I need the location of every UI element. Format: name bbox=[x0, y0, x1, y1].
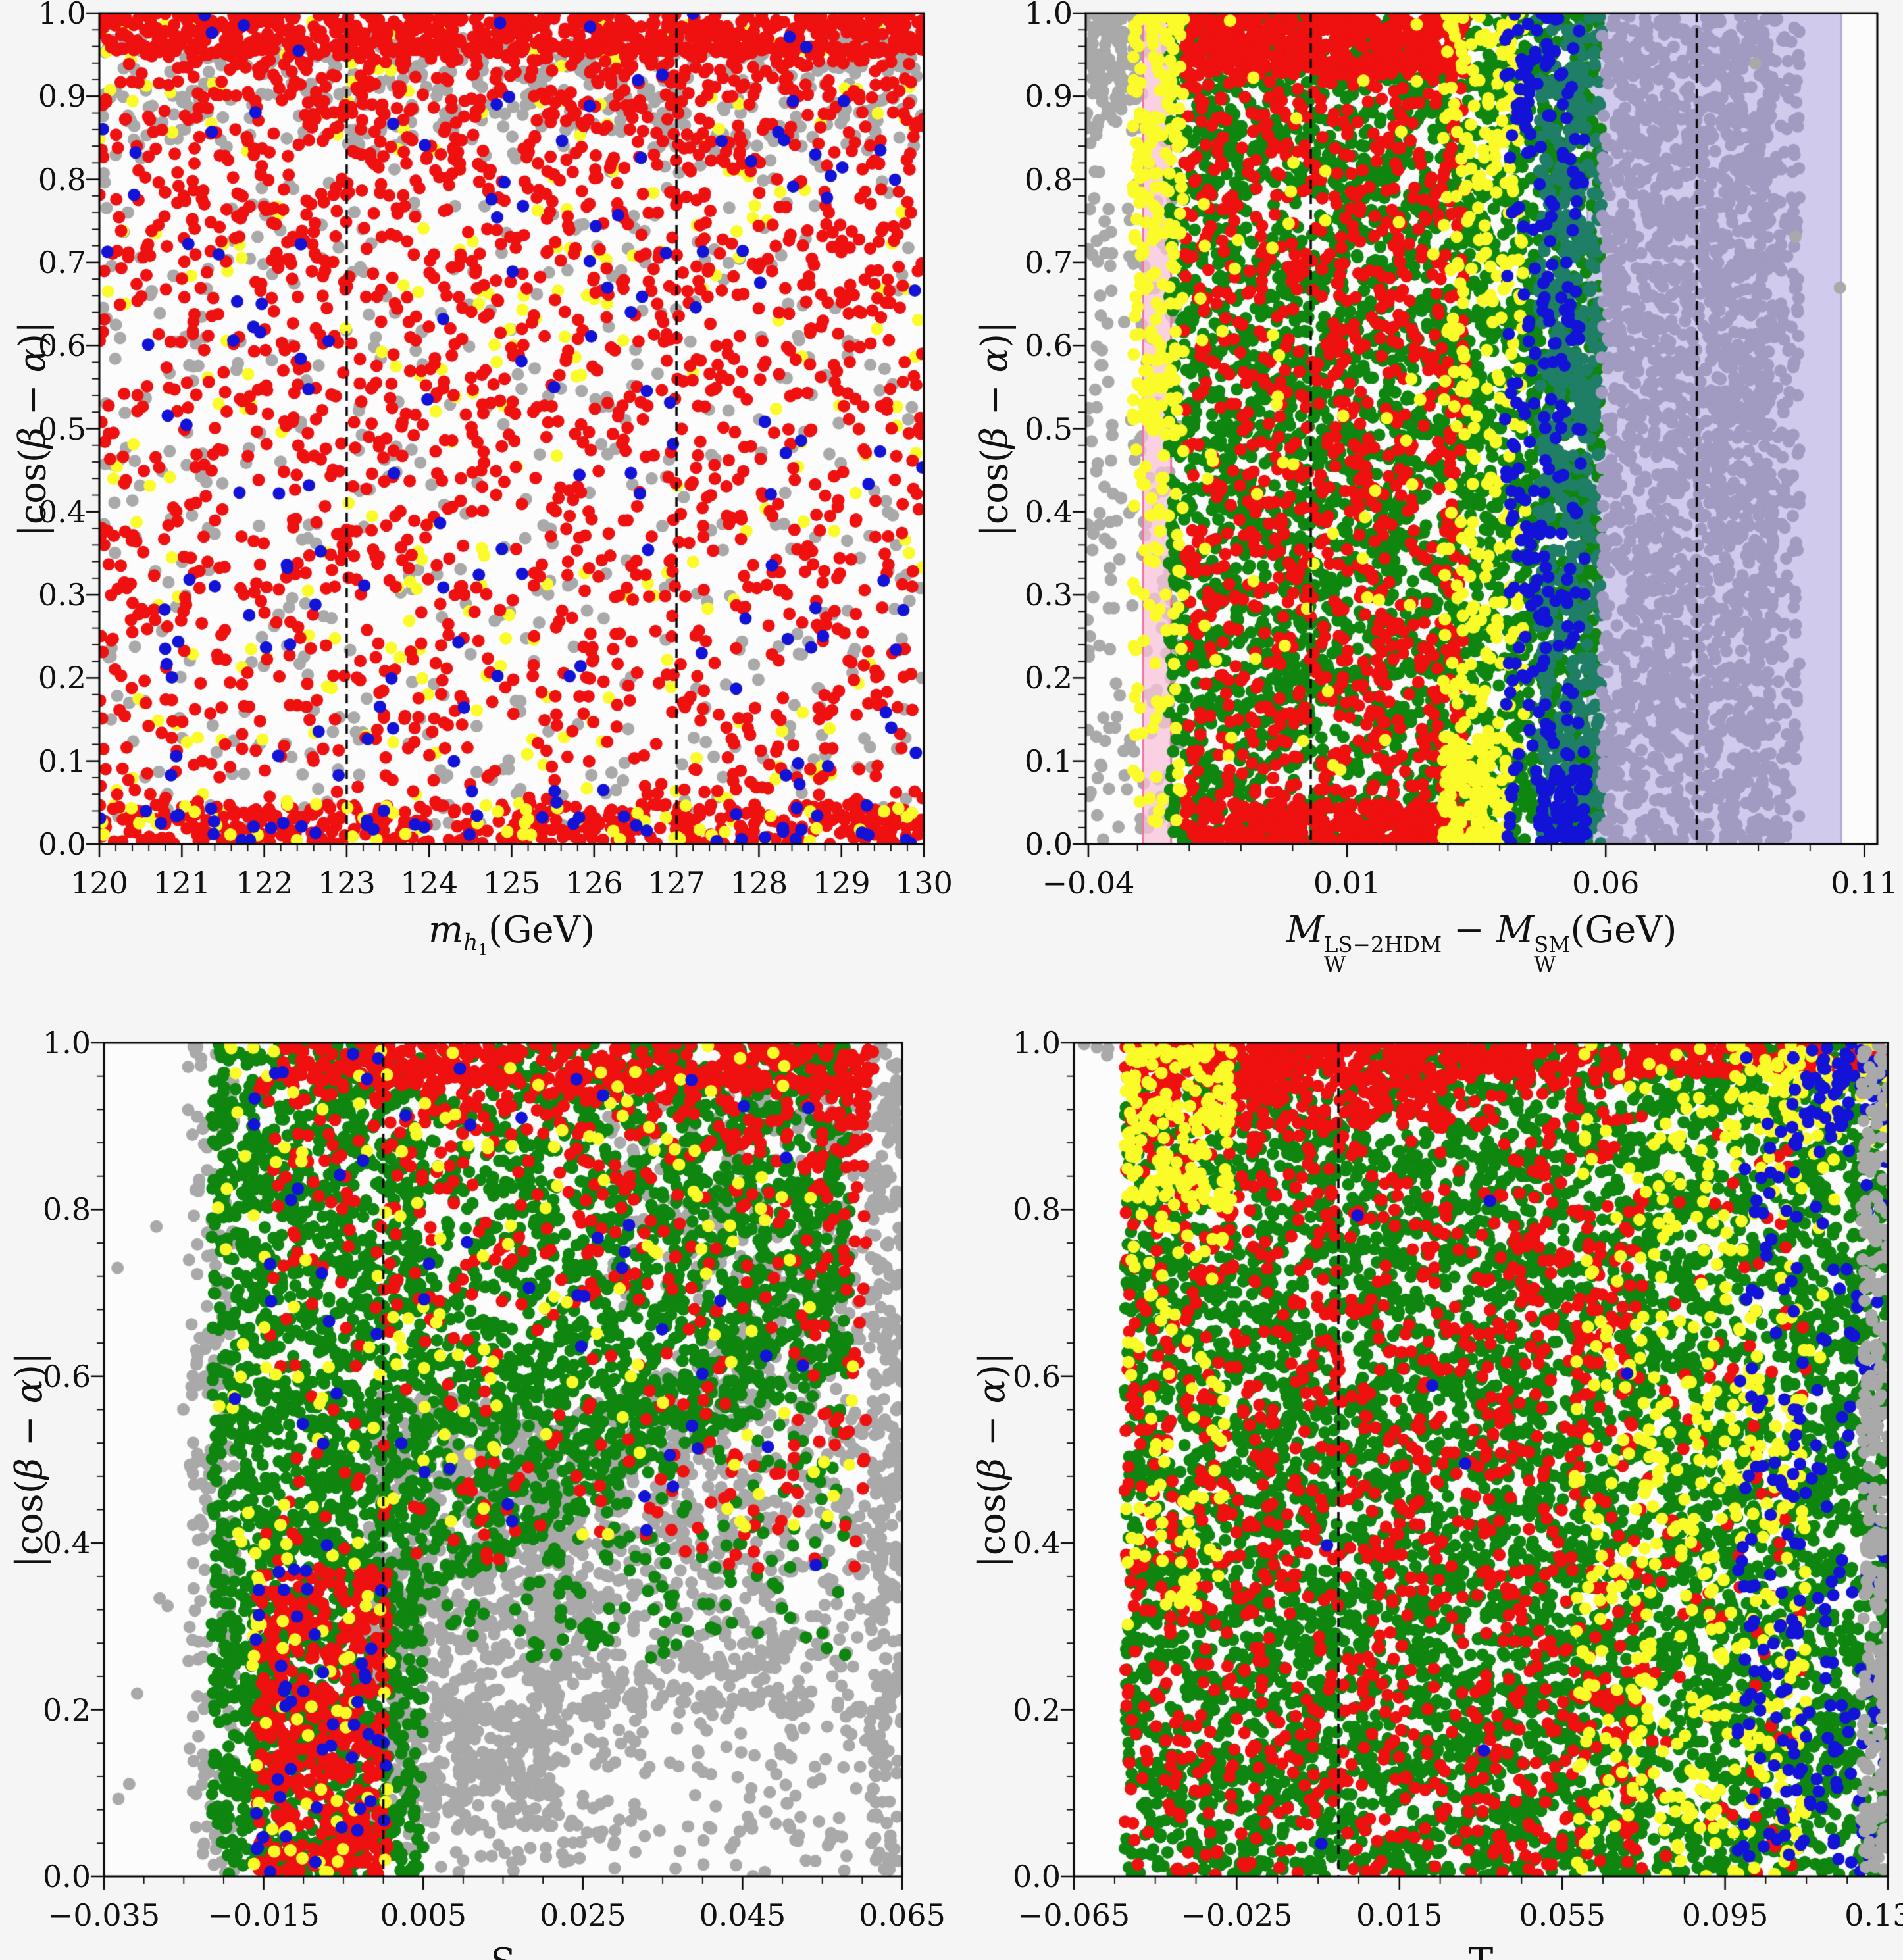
y-tick-label: 0.4 bbox=[38, 493, 86, 530]
x-tick-label: 120 bbox=[70, 865, 128, 901]
x-tick-label: 0.055 bbox=[1519, 1897, 1606, 1933]
y-tick-label: 0.6 bbox=[1024, 328, 1073, 364]
x-tick-label: 0.095 bbox=[1681, 1897, 1769, 1933]
x-tick-label: −0.025 bbox=[1180, 1897, 1293, 1933]
y-axis-label-mw: |cos(β − α)| bbox=[973, 320, 1017, 537]
y-tick-label: 0.4 bbox=[1024, 493, 1073, 530]
y-tick-label: 0.2 bbox=[1012, 1692, 1061, 1728]
y-tick-label: 0.4 bbox=[1012, 1525, 1061, 1561]
y-tick-label: 0.0 bbox=[42, 1859, 91, 1894]
plot-S-canvas bbox=[68, 1007, 938, 1913]
x-tick-label: 125 bbox=[482, 865, 541, 901]
y-axis-label-T: |cos(β − α)| bbox=[971, 1351, 1014, 1568]
y-tick-label: 0.3 bbox=[38, 577, 86, 613]
y-tick-label: 0.7 bbox=[1024, 244, 1073, 280]
plot-mw-canvas bbox=[1050, 0, 1903, 880]
y-tick-label: 0.9 bbox=[1024, 78, 1073, 114]
y-tick-label: 1.0 bbox=[38, 0, 86, 31]
y-axis-label-mh1: |cos(β − α)| bbox=[11, 320, 55, 537]
y-tick-label: 1.0 bbox=[1012, 1025, 1061, 1061]
plot-T-canvas bbox=[1038, 1007, 1903, 1913]
y-tick-label: 0.6 bbox=[1012, 1358, 1061, 1394]
x-tick-label: −0.035 bbox=[47, 1897, 161, 1933]
y-tick-label: 0.8 bbox=[1012, 1192, 1061, 1228]
x-tick-label: 0.01 bbox=[1313, 865, 1381, 901]
y-tick-label: 0.5 bbox=[1024, 411, 1073, 447]
x-tick-label: 0.11 bbox=[1831, 865, 1898, 901]
y-tick-label: 0.8 bbox=[42, 1192, 91, 1228]
x-tick-label: 0.005 bbox=[380, 1897, 467, 1933]
y-tick-label: 0.0 bbox=[1024, 826, 1073, 862]
x-tick-label: 128 bbox=[730, 865, 788, 901]
x-tick-label: −0.015 bbox=[207, 1897, 320, 1933]
y-axis-label-S: |cos(β − α)| bbox=[8, 1351, 51, 1568]
y-tick-label: 0.9 bbox=[38, 78, 86, 114]
x-tick-label: 130 bbox=[895, 865, 953, 901]
x-tick-label: 123 bbox=[317, 865, 376, 901]
y-tick-label: 0.0 bbox=[1012, 1859, 1061, 1894]
y-tick-label: 0.6 bbox=[42, 1358, 91, 1394]
x-axis-label-S: S bbox=[490, 1941, 515, 1960]
x-tick-label: 122 bbox=[235, 865, 293, 901]
x-tick-label: −0.04 bbox=[1042, 865, 1135, 901]
x-tick-label: 0.06 bbox=[1571, 865, 1640, 901]
x-tick-label: 0.065 bbox=[859, 1897, 946, 1933]
x-tick-label: 129 bbox=[812, 865, 871, 901]
x-tick-label: 0.025 bbox=[539, 1897, 626, 1933]
x-tick-label: 124 bbox=[400, 865, 459, 901]
x-axis-label-mh1: mh1(GeV) bbox=[428, 909, 595, 959]
y-tick-label: 0.8 bbox=[38, 161, 86, 197]
y-tick-label: 0.0 bbox=[38, 826, 86, 862]
y-tick-label: 0.3 bbox=[1024, 577, 1073, 613]
y-tick-label: 0.6 bbox=[38, 328, 86, 364]
x-tick-label: 0.135 bbox=[1844, 1897, 1903, 1933]
y-tick-label: 0.1 bbox=[1024, 743, 1073, 779]
x-tick-label: −0.065 bbox=[1017, 1897, 1130, 1933]
x-tick-label: 0.045 bbox=[699, 1897, 786, 1933]
x-tick-label: 126 bbox=[565, 865, 623, 901]
y-tick-label: 0.2 bbox=[38, 660, 86, 696]
x-tick-label: 0.015 bbox=[1356, 1897, 1443, 1933]
y-tick-label: 1.0 bbox=[1024, 0, 1073, 31]
x-tick-label: 127 bbox=[647, 865, 705, 901]
x-axis-label-T: T bbox=[1469, 1941, 1493, 1960]
y-tick-label: 0.8 bbox=[1024, 161, 1073, 197]
y-tick-label: 0.4 bbox=[42, 1525, 91, 1561]
plot-mh1-canvas bbox=[63, 0, 960, 880]
y-tick-label: 0.2 bbox=[1024, 660, 1073, 696]
y-tick-label: 0.7 bbox=[38, 244, 86, 280]
y-tick-label: 0.1 bbox=[38, 743, 86, 779]
y-tick-label: 1.0 bbox=[42, 1025, 91, 1061]
x-axis-label-mw: M LS−2HDM W − M SM W (GeV) bbox=[1286, 909, 1677, 978]
y-tick-label: 0.5 bbox=[38, 411, 86, 447]
x-tick-label: 121 bbox=[153, 865, 211, 901]
y-tick-label: 0.2 bbox=[42, 1692, 91, 1728]
